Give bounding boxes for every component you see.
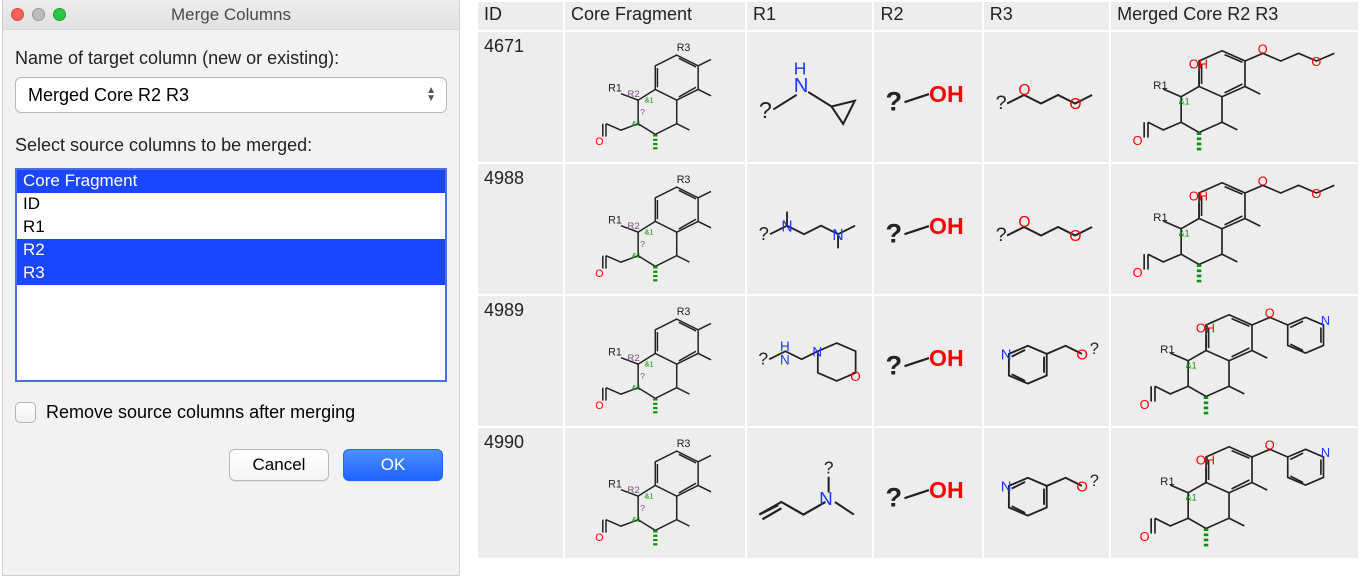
merged-cell <box>1110 163 1359 295</box>
r1-cell <box>746 31 873 163</box>
r3-cell <box>983 295 1110 427</box>
target-column-combo[interactable]: Merged Core R2 R3 ▲▼ <box>15 77 447 113</box>
merged-cell <box>1110 295 1359 427</box>
table-header-row: ID Core Fragment R1 R2 R3 Merged Core R2… <box>477 1 1359 31</box>
results-table: ID Core Fragment R1 R2 R3 Merged Core R2… <box>476 0 1360 560</box>
cancel-button[interactable]: Cancel <box>229 449 329 481</box>
table-row: 4671 <box>477 31 1359 163</box>
minimize-icon[interactable] <box>32 8 45 21</box>
core-cell <box>564 295 746 427</box>
close-icon[interactable] <box>11 8 24 21</box>
r3-cell <box>983 427 1110 559</box>
dialog-body: Name of target column (new or existing):… <box>3 30 459 575</box>
col-header[interactable]: R1 <box>746 1 873 31</box>
r2-cell <box>873 31 982 163</box>
list-item[interactable]: ID <box>17 193 445 216</box>
table-row: 4988 <box>477 163 1359 295</box>
col-header[interactable]: Core Fragment <box>564 1 746 31</box>
merge-columns-dialog: Merge Columns Name of target column (new… <box>2 0 460 576</box>
r2-cell <box>873 295 982 427</box>
r1-cell <box>746 427 873 559</box>
chevron-updown-icon: ▲▼ <box>426 87 436 103</box>
r3-cell <box>983 31 1110 163</box>
remove-source-checkbox-row[interactable]: Remove source columns after merging <box>15 402 447 423</box>
core-cell <box>564 427 746 559</box>
col-header[interactable]: R2 <box>873 1 982 31</box>
r1-cell <box>746 163 873 295</box>
r1-cell <box>746 295 873 427</box>
maximize-icon[interactable] <box>53 8 66 21</box>
table-row: 4989 <box>477 295 1359 427</box>
list-item[interactable]: Core Fragment <box>17 170 445 193</box>
dialog-title: Merge Columns <box>3 5 459 25</box>
remove-source-label: Remove source columns after merging <box>46 402 355 423</box>
source-columns-label: Select source columns to be merged: <box>15 135 447 156</box>
source-columns-listbox[interactable]: Core Fragment ID R1 R2 R3 <box>15 168 447 382</box>
r2-cell <box>873 427 982 559</box>
dialog-button-row: Cancel OK <box>15 449 443 481</box>
list-item[interactable]: R2 <box>17 239 445 262</box>
target-column-value: Merged Core R2 R3 <box>28 85 189 106</box>
list-item[interactable]: R3 <box>17 262 445 285</box>
id-cell: 4990 <box>477 427 564 559</box>
id-cell: 4671 <box>477 31 564 163</box>
dialog-titlebar: Merge Columns <box>3 0 459 30</box>
list-item[interactable]: R1 <box>17 216 445 239</box>
checkbox-icon[interactable] <box>15 402 36 423</box>
id-cell: 4988 <box>477 163 564 295</box>
table-row: 4990 <box>477 427 1359 559</box>
r2-cell <box>873 163 982 295</box>
col-header[interactable]: Merged Core R2 R3 <box>1110 1 1359 31</box>
traffic-lights <box>11 8 66 21</box>
core-cell <box>564 31 746 163</box>
merged-cell <box>1110 31 1359 163</box>
results-table-wrap: R3 R1 R2 O ? &1 &1 ? OH ? O O N O ? ? <box>476 0 1360 576</box>
ok-button[interactable]: OK <box>343 449 443 481</box>
merged-cell <box>1110 427 1359 559</box>
r3-cell <box>983 163 1110 295</box>
col-header[interactable]: R3 <box>983 1 1110 31</box>
id-cell: 4989 <box>477 295 564 427</box>
core-cell <box>564 163 746 295</box>
col-header[interactable]: ID <box>477 1 564 31</box>
target-column-label: Name of target column (new or existing): <box>15 48 447 69</box>
